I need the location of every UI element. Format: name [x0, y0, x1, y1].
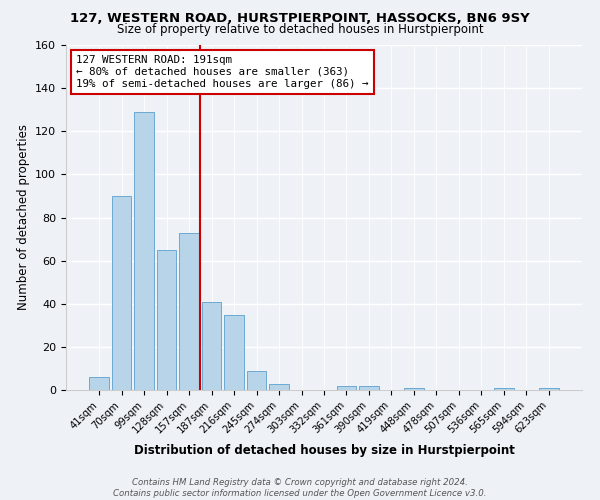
Bar — [337, 386, 356, 390]
Bar — [157, 250, 176, 390]
Bar — [224, 314, 244, 390]
Text: 127 WESTERN ROAD: 191sqm
← 80% of detached houses are smaller (363)
19% of semi-: 127 WESTERN ROAD: 191sqm ← 80% of detach… — [76, 56, 369, 88]
Y-axis label: Number of detached properties: Number of detached properties — [17, 124, 29, 310]
X-axis label: Distribution of detached houses by size in Hurstpierpoint: Distribution of detached houses by size … — [134, 444, 514, 456]
Text: Contains HM Land Registry data © Crown copyright and database right 2024.
Contai: Contains HM Land Registry data © Crown c… — [113, 478, 487, 498]
Bar — [539, 388, 559, 390]
Bar — [89, 377, 109, 390]
Bar — [247, 370, 266, 390]
Bar — [134, 112, 154, 390]
Text: Size of property relative to detached houses in Hurstpierpoint: Size of property relative to detached ho… — [116, 22, 484, 36]
Bar — [179, 232, 199, 390]
Bar — [202, 302, 221, 390]
Bar — [112, 196, 131, 390]
Bar — [359, 386, 379, 390]
Bar — [404, 388, 424, 390]
Bar — [494, 388, 514, 390]
Text: 127, WESTERN ROAD, HURSTPIERPOINT, HASSOCKS, BN6 9SY: 127, WESTERN ROAD, HURSTPIERPOINT, HASSO… — [70, 12, 530, 26]
Bar — [269, 384, 289, 390]
